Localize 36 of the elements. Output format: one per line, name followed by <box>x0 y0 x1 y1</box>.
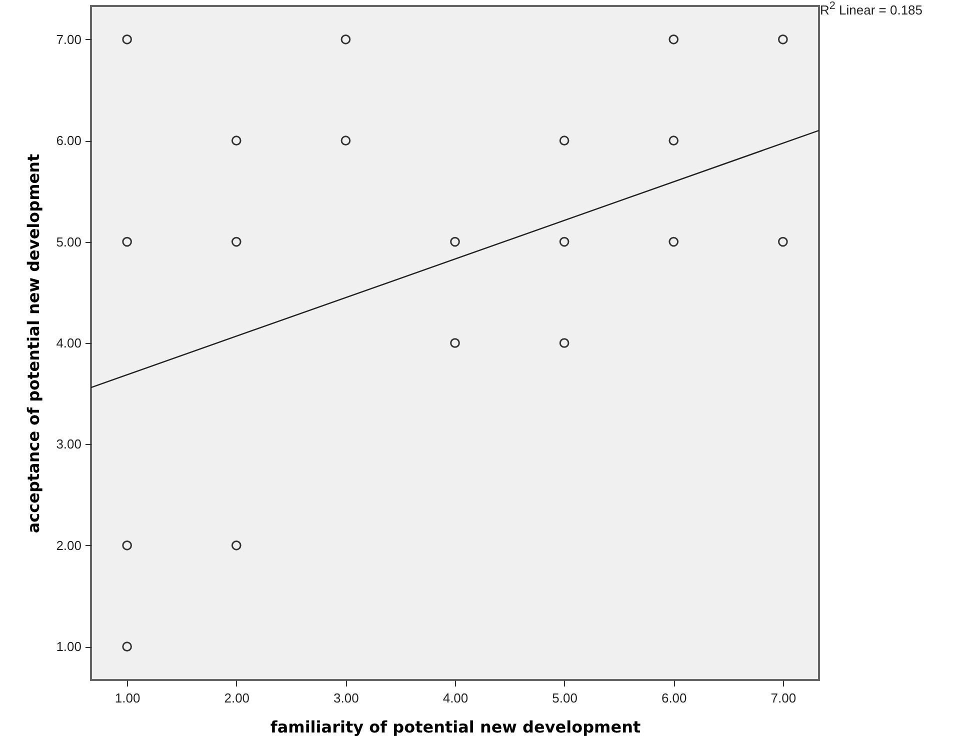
fit-note: R$^{2}$ Linear = 0.185 <box>820 0 923 18</box>
point <box>668 236 679 247</box>
y-tick-label: 3.00 <box>56 436 82 452</box>
point <box>450 236 460 247</box>
point <box>668 136 679 146</box>
x-tick-label: 5.00 <box>552 690 578 706</box>
y-tick-label: 1.00 <box>56 639 82 654</box>
point <box>559 236 570 247</box>
y-tick-label: 6.00 <box>56 133 82 148</box>
point <box>340 136 351 146</box>
point <box>778 236 788 247</box>
point <box>778 34 788 44</box>
y-tick-label: 4.00 <box>56 336 82 350</box>
point <box>231 236 242 247</box>
point <box>340 34 351 44</box>
point <box>450 338 460 348</box>
point <box>231 540 242 550</box>
y-tick-label: 7.00 <box>56 32 82 47</box>
point <box>668 34 679 44</box>
x-tick-label: 7.00 <box>770 690 796 706</box>
point <box>122 642 132 652</box>
y-tick-label: 5.00 <box>56 234 82 250</box>
x-tick-label: 4.00 <box>442 690 468 706</box>
point <box>231 136 242 146</box>
x-axis-title: familiarity of potential new development <box>270 718 641 736</box>
x-tick-label: 2.00 <box>224 690 250 706</box>
x-tick-label: 6.00 <box>661 690 687 706</box>
point <box>559 338 570 348</box>
point <box>122 34 132 44</box>
point <box>559 136 570 146</box>
x-tick-label: 1.00 <box>114 690 140 706</box>
y-axis-title: acceptance of potential new development <box>24 153 44 534</box>
y-tick-label: 2.00 <box>56 538 82 553</box>
point <box>122 540 132 550</box>
x-tick-label: 3.00 <box>334 690 359 706</box>
point <box>122 236 132 247</box>
